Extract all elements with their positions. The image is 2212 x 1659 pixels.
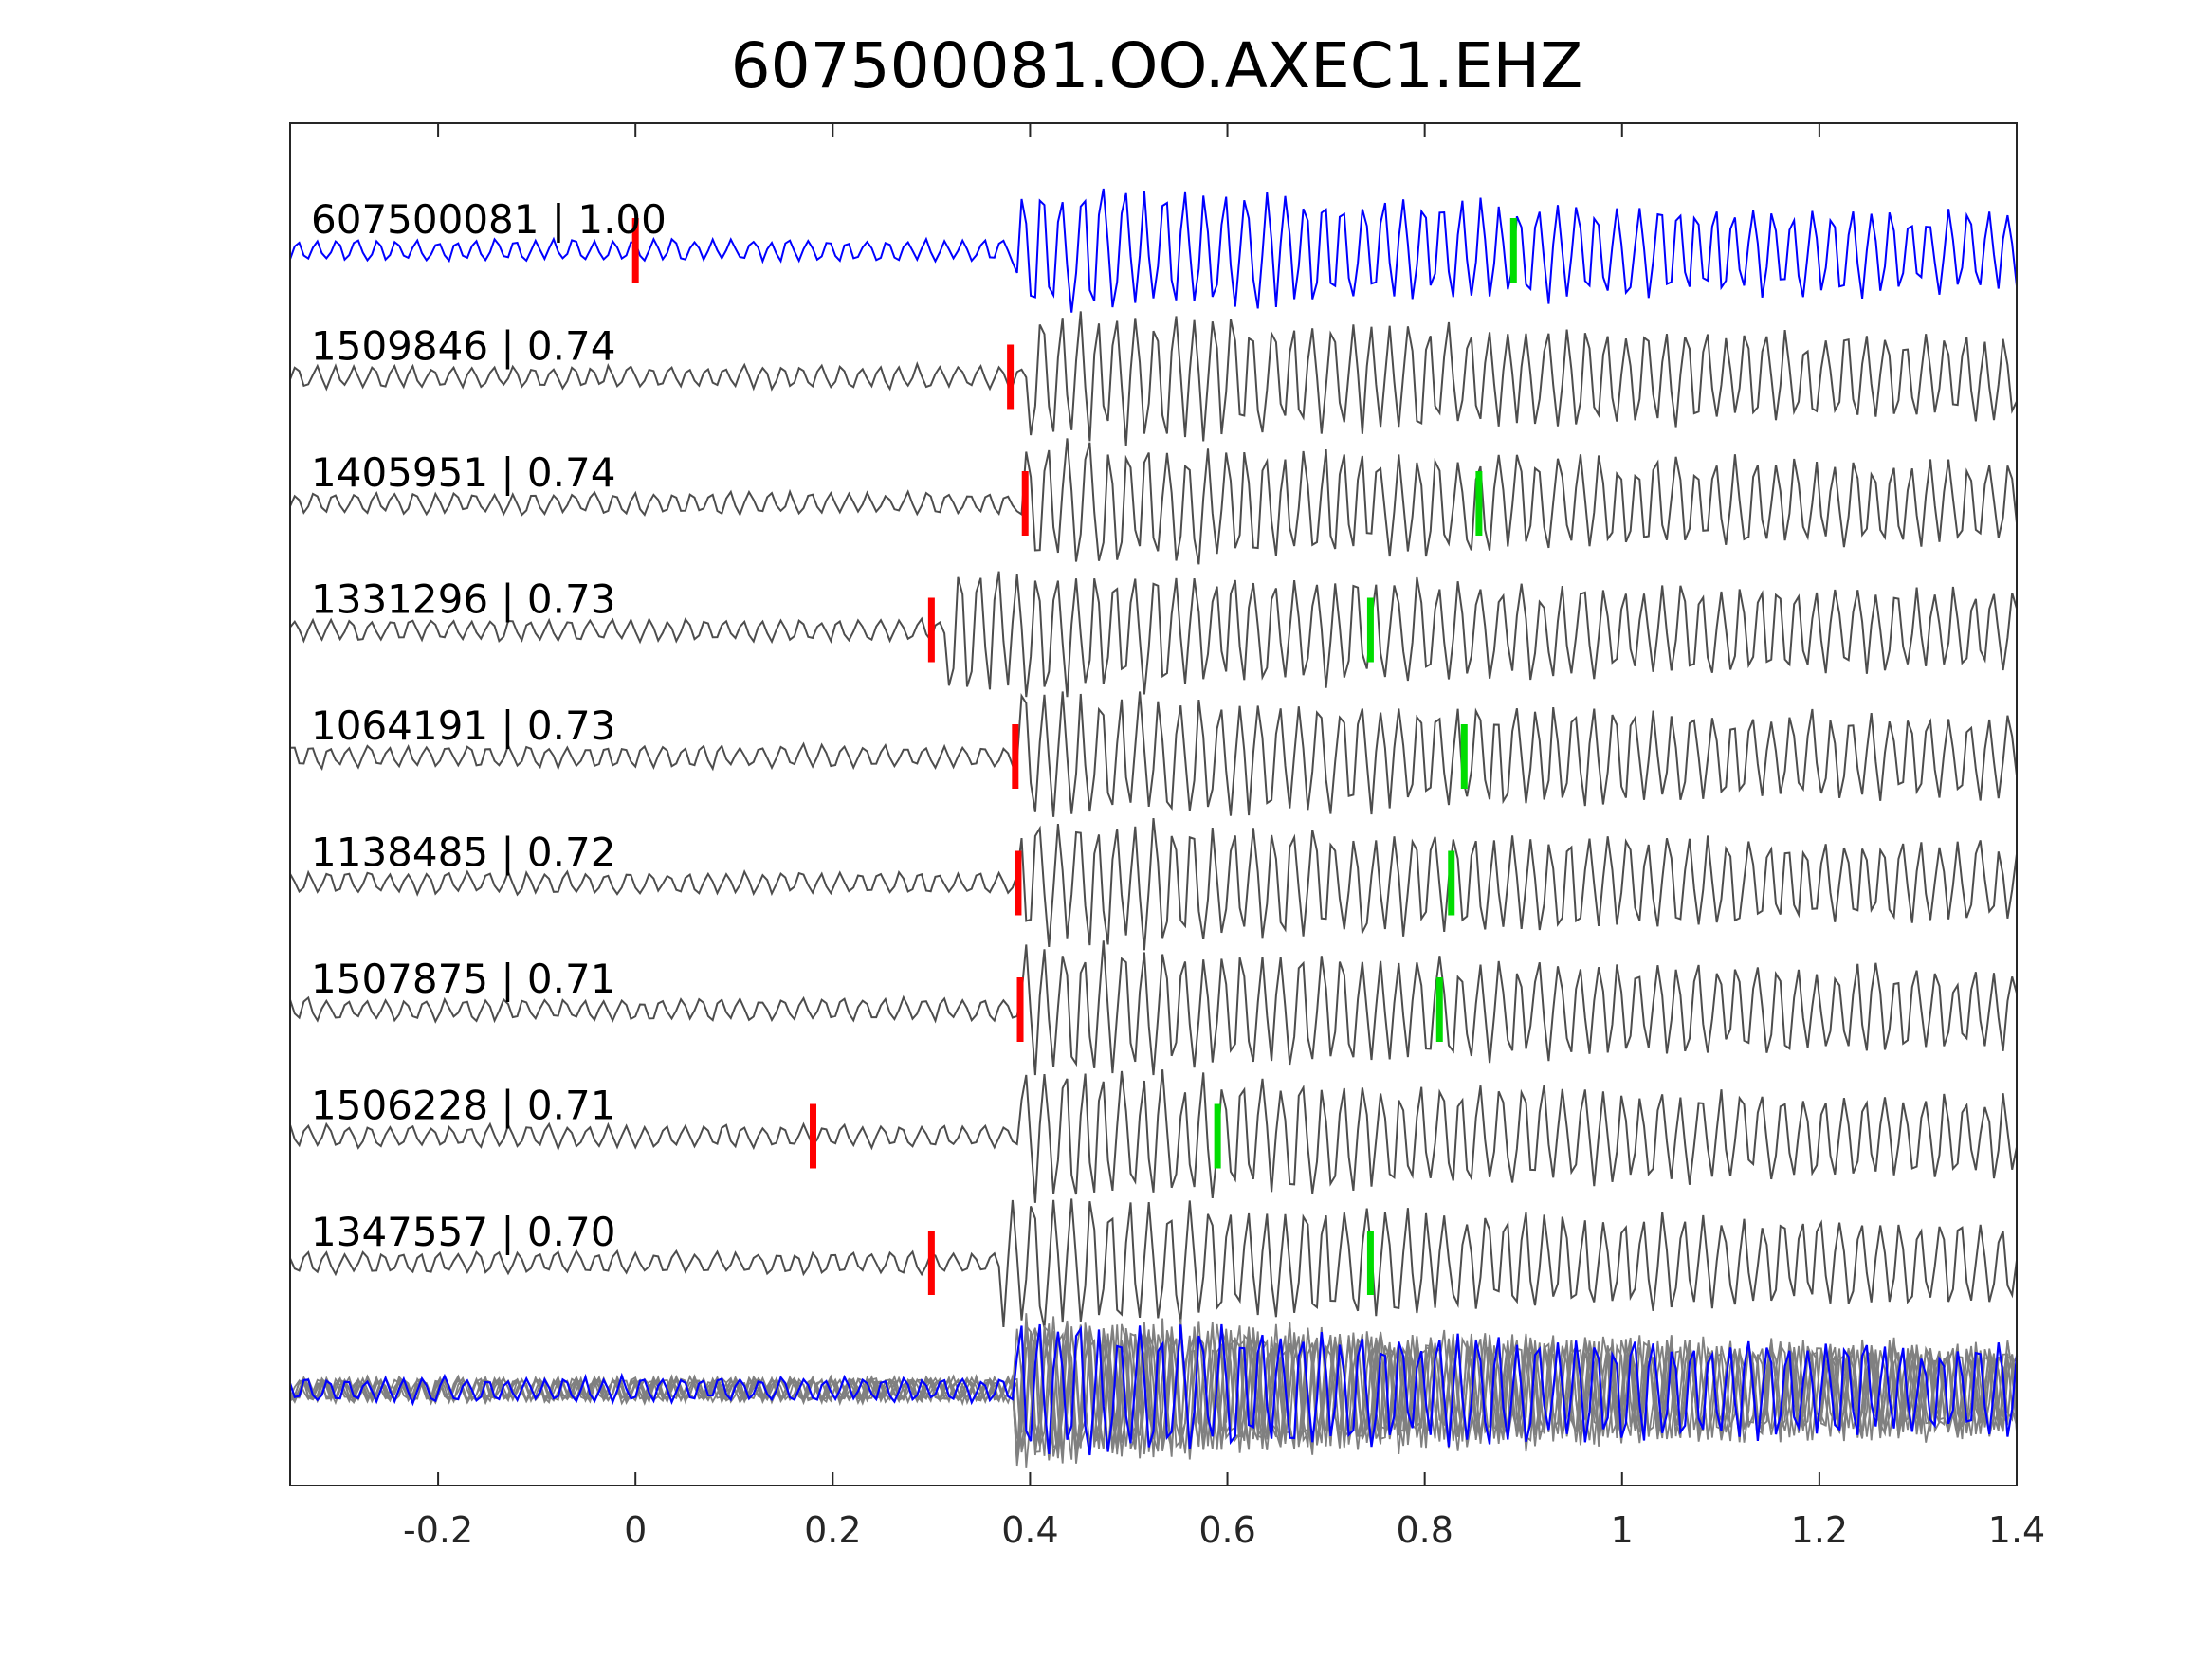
trace-label-5: 1138485 | 0.72 <box>311 830 615 876</box>
chart-title: 607500081.OO.AXEC1.EHZ <box>731 29 1583 102</box>
s-pick-marker-7 <box>1214 1103 1221 1169</box>
trace-label-7: 1506228 | 0.71 <box>311 1083 615 1129</box>
x-tick-label-7: 1.2 <box>1791 1509 1848 1551</box>
match-trace-line-5 <box>289 817 2018 951</box>
p-pick-marker-5 <box>1015 850 1022 916</box>
trace-label-2: 1405951 | 0.74 <box>311 449 615 496</box>
overlay-stack <box>288 1313 2019 1468</box>
match-trace-line-2 <box>289 438 2018 565</box>
s-pick-marker-8 <box>1366 1231 1374 1295</box>
trace-label-3: 1331296 | 0.73 <box>311 576 615 623</box>
p-pick-marker-0 <box>631 218 639 283</box>
p-pick-marker-7 <box>810 1103 817 1169</box>
x-tick-label-4: 0.6 <box>1198 1509 1255 1551</box>
x-tick-label-0: -0.2 <box>403 1509 473 1551</box>
p-pick-marker-2 <box>1021 471 1029 536</box>
x-tick-label-8: 1.4 <box>1988 1509 2045 1551</box>
trace-label-6: 1507875 | 0.71 <box>311 956 615 1002</box>
p-pick-marker-4 <box>1012 724 1019 789</box>
x-tick-label-2: 0.2 <box>804 1509 861 1551</box>
s-pick-marker-5 <box>1448 850 1455 916</box>
x-tick-label-3: 0.4 <box>1001 1509 1058 1551</box>
x-tick-label-5: 0.8 <box>1396 1509 1453 1551</box>
s-pick-marker-4 <box>1460 724 1468 789</box>
p-pick-marker-3 <box>927 597 935 663</box>
match-trace-line-1 <box>289 311 2018 446</box>
x-tick-label-6: 1 <box>1611 1509 1634 1551</box>
labels-layer: 607500081 | 1.00 1509846 | 0.74 1405951 | … <box>311 196 667 1255</box>
trace-label-1: 1509846 | 0.74 <box>311 323 615 370</box>
x-axis: -0.2 0 0.2 0.4 0.6 0.8 1 1.2 1.4 <box>403 123 2045 1551</box>
p-pick-marker-8 <box>927 1231 935 1295</box>
s-pick-marker-0 <box>1509 218 1517 283</box>
p-pick-marker-1 <box>1007 344 1015 410</box>
match-trace-line-6 <box>289 940 2018 1076</box>
trace-label-8: 1347557 | 0.70 <box>311 1209 615 1255</box>
traces-layer <box>289 188 2018 1329</box>
s-pick-marker-3 <box>1366 597 1374 663</box>
picks-layer <box>631 218 1517 1295</box>
axes-box <box>289 122 2018 1486</box>
p-pick-marker-6 <box>1016 977 1024 1042</box>
overlay-template-line <box>288 1323 2019 1456</box>
s-pick-marker-2 <box>1475 471 1483 536</box>
x-tick-label-1: 0 <box>624 1509 647 1551</box>
template-trace-line <box>289 188 2018 313</box>
match-trace-line-4 <box>289 691 2018 817</box>
trace-label-0: 607500081 | 1.00 <box>311 196 667 243</box>
match-trace-line-3 <box>289 571 2018 698</box>
match-trace-line-8 <box>289 1198 2018 1329</box>
match-trace-line-7 <box>289 1069 2018 1203</box>
s-pick-marker-6 <box>1435 977 1443 1042</box>
trace-label-4: 1064191 | 0.73 <box>311 702 615 749</box>
